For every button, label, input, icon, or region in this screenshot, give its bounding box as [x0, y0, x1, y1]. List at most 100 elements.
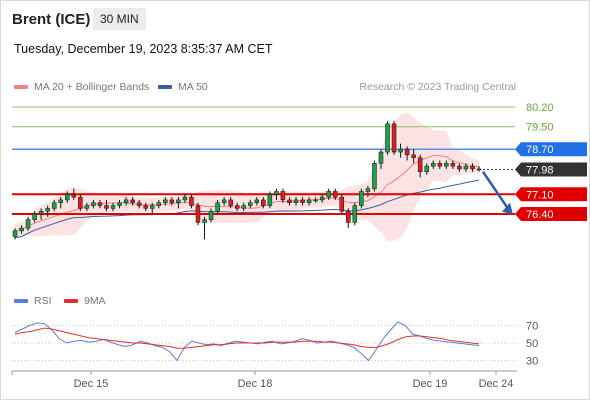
candle	[346, 210, 351, 223]
candle	[19, 227, 24, 232]
rsi-line	[14, 321, 480, 362]
candle	[117, 202, 122, 206]
candle	[417, 157, 423, 173]
candle	[25, 219, 31, 229]
candle	[319, 196, 325, 201]
candle	[71, 194, 77, 198]
level-label: 79.50	[526, 122, 554, 134]
candle	[84, 205, 90, 209]
candle	[65, 194, 70, 201]
level-label: 77.10	[526, 189, 554, 201]
candle	[372, 163, 377, 189]
candle	[365, 188, 371, 192]
level-label: 78.70	[526, 144, 554, 156]
candle	[313, 199, 318, 202]
legend-9ma: 9MA	[64, 295, 106, 307]
candle	[391, 123, 397, 153]
ma9-swatch	[64, 299, 78, 303]
rsi-ma9-line	[14, 327, 480, 349]
rsi-swatch	[14, 299, 28, 303]
ma50-swatch	[158, 85, 172, 89]
timestamp: Tuesday, December 19, 2023 8:35:37 AM CE…	[14, 42, 273, 56]
candle	[169, 199, 175, 203]
candle	[110, 205, 116, 209]
scenario-arrow	[481, 171, 510, 210]
candle	[221, 199, 227, 203]
candle	[444, 163, 449, 167]
candle	[248, 202, 253, 206]
legend-rsi: RSI	[14, 295, 52, 307]
candle	[431, 163, 436, 167]
pivot-level-box	[515, 142, 587, 157]
legend-ma20: MA 20 + Bollinger Bands	[14, 81, 149, 93]
candle	[136, 202, 142, 206]
candle	[274, 191, 279, 195]
candle	[208, 210, 214, 220]
x-axis-label: Dec 15	[74, 378, 109, 390]
candle	[332, 191, 338, 198]
candle	[359, 191, 364, 206]
level-label: 77.98	[526, 165, 554, 177]
candle	[97, 202, 103, 206]
timeframe-badge[interactable]: 30 MIN	[93, 8, 146, 30]
candle	[176, 199, 181, 203]
candle	[104, 205, 109, 209]
candle	[241, 205, 246, 209]
rsi-axis-label: 30	[526, 356, 538, 368]
candle	[58, 199, 63, 203]
candle	[339, 196, 345, 212]
candle	[463, 165, 469, 170]
candle	[261, 199, 266, 206]
candle	[149, 205, 155, 209]
ma50-label: MA 50	[178, 81, 208, 93]
support-level-box	[515, 187, 587, 202]
candle	[398, 148, 403, 153]
scenario-arrowhead	[502, 202, 513, 215]
ma20-swatch	[14, 85, 28, 89]
candle	[411, 154, 416, 158]
credit-text: Research © 2023 Trading Central	[359, 81, 516, 93]
candle	[12, 230, 18, 237]
x-axis-label: Dec 19	[413, 378, 448, 390]
candle	[32, 213, 37, 220]
candle	[470, 165, 475, 170]
bollinger-band	[15, 112, 479, 242]
candle	[254, 199, 260, 203]
candle	[156, 202, 162, 206]
candle	[202, 219, 207, 223]
candle	[45, 208, 50, 212]
ma50-line	[14, 179, 480, 239]
candle	[352, 205, 358, 223]
candle	[234, 205, 240, 209]
candle	[326, 191, 331, 198]
candle	[306, 199, 312, 203]
candle	[182, 196, 188, 201]
last-price-box	[515, 162, 587, 177]
candle	[195, 205, 201, 223]
candle	[457, 165, 462, 170]
candle	[378, 151, 384, 164]
candle	[228, 199, 233, 206]
instrument-title: Brent (ICE)	[12, 11, 91, 28]
candle	[437, 163, 443, 167]
x-axis-label: Dec 24	[479, 378, 514, 390]
candle	[143, 205, 148, 209]
candle	[424, 165, 429, 173]
candle	[300, 199, 305, 203]
rsi-axis-label: 50	[526, 338, 538, 350]
candle	[215, 202, 220, 212]
candle	[38, 210, 44, 215]
candle	[450, 163, 456, 167]
level-label: 80.20	[526, 102, 554, 114]
candle	[293, 199, 299, 203]
candle	[280, 191, 286, 201]
candle	[476, 168, 482, 171]
candle	[130, 199, 135, 203]
ma9-label: 9MA	[84, 295, 106, 307]
candle	[78, 196, 83, 209]
candle	[51, 202, 57, 209]
rsi-label: RSI	[34, 295, 52, 307]
chart-header: Brent (ICE) 30 MIN	[1, 1, 589, 37]
ma20-label: MA 20 + Bollinger Bands	[34, 81, 150, 93]
